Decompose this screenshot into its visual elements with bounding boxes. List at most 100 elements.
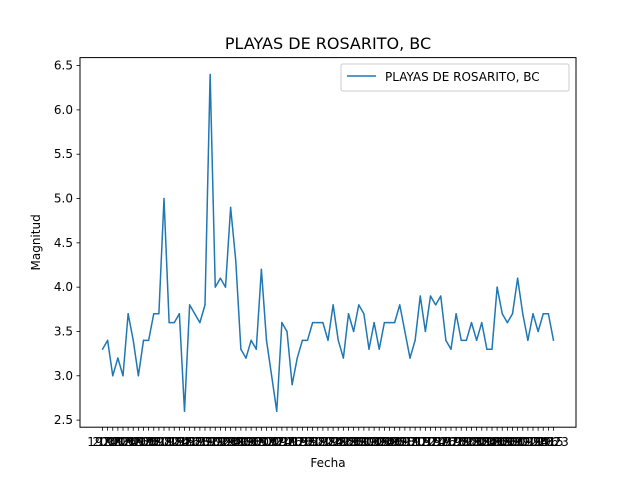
x-tick-label: 1972 [97, 435, 128, 449]
data-point [296, 357, 298, 359]
data-point [552, 339, 555, 342]
data-point [537, 330, 539, 333]
legend-label: PLAYAS DE ROSARITO, BC [385, 70, 540, 84]
data-point [265, 339, 268, 342]
data-point [363, 313, 365, 315]
data-point [240, 348, 242, 350]
data-point [522, 313, 524, 315]
data-point [424, 330, 427, 333]
x-tick-label: 2005 [236, 435, 267, 449]
x-axis-label: Fecha [310, 456, 345, 470]
data-point [158, 313, 160, 315]
x-tick-label: 1984 [313, 435, 344, 449]
x-tick-label: 2023 [538, 435, 569, 449]
data-point [383, 321, 386, 324]
x-tick-label: 1996 [374, 435, 405, 449]
x-tick-label: 1986 [323, 435, 354, 449]
x-tick-label: 2007 [246, 435, 277, 449]
data-point [137, 375, 140, 377]
y-tick-label: 6.0 [54, 103, 73, 117]
x-tick-label: 1994 [518, 435, 549, 449]
x-tick-label: 1986 [477, 435, 508, 449]
data-point [214, 286, 216, 288]
x-tick-label: 1972 [405, 435, 436, 449]
data-point [337, 339, 339, 342]
data-point [368, 348, 370, 350]
data-point [342, 357, 345, 359]
data-point [117, 357, 119, 359]
x-tick-label: 1972 [251, 435, 282, 449]
x-tick-label: 1982 [302, 435, 333, 449]
x-tick-label: 2015 [287, 435, 318, 449]
y-tick-label: 5.0 [54, 192, 73, 206]
x-tick-label: 1974 [415, 435, 446, 449]
x-tick-label: 2017 [297, 435, 328, 449]
data-point [511, 313, 514, 315]
x-tick-label: 1980 [446, 435, 477, 449]
x-tick-label: 2007 [369, 435, 400, 449]
data-point [322, 321, 324, 324]
data-point [460, 339, 462, 342]
x-tick-label: 2003 [103, 435, 134, 449]
data-point [209, 73, 211, 76]
data-point [317, 321, 319, 324]
data-point [112, 375, 114, 377]
x-tick-label: 1974 [108, 435, 139, 449]
x-tick-label: 1998 [231, 435, 262, 449]
x-tick-label: 2019 [185, 435, 216, 449]
x-tick-label: 2023 [205, 435, 236, 449]
data-point [455, 313, 457, 315]
x-tick-label: 2013 [154, 435, 185, 449]
data-point [527, 339, 529, 342]
data-point [163, 197, 165, 200]
x-tick-label: 1970 [395, 435, 426, 449]
x-tick-label: 2005 [359, 435, 390, 449]
x-tick-label: 2011 [144, 435, 175, 449]
x-tick-label: 1994 [210, 435, 241, 449]
data-point [281, 321, 283, 324]
x-tick-label: 1984 [159, 435, 190, 449]
data-point [378, 348, 380, 350]
x-tick-label: 1974 [261, 435, 292, 449]
data-point [168, 321, 170, 324]
x-tick-label: 1996 [220, 435, 251, 449]
data-point [101, 348, 104, 350]
data-point [311, 321, 314, 324]
x-tick-label: 1994 [364, 435, 395, 449]
x-tick-label: 2007 [492, 435, 523, 449]
x-tick-label: 2021 [318, 435, 349, 449]
data-point [347, 313, 350, 315]
data-point [470, 321, 473, 324]
data-point [440, 295, 442, 297]
x-tick-label: 2013 [523, 435, 554, 449]
data-point [229, 206, 232, 209]
data-point [219, 277, 222, 279]
legend-box [340, 63, 570, 92]
data-point [178, 313, 181, 315]
x-tick-label: 2023 [451, 435, 482, 449]
x-tick-label: 1978 [436, 435, 467, 449]
x-tick-label: 1992 [200, 435, 231, 449]
x-tick-label: 1976 [425, 435, 456, 449]
y-tick-label: 6.5 [54, 59, 73, 73]
data-point [506, 321, 509, 324]
x-tick-label: 2015 [410, 435, 441, 449]
data-point [250, 339, 252, 342]
x-tick-label: 1978 [282, 435, 313, 449]
data-point [532, 313, 534, 315]
data-point [465, 339, 468, 342]
x-tick-label: 2001 [92, 435, 123, 449]
data-point [147, 339, 150, 342]
legend: PLAYAS DE ROSARITO, BC [340, 63, 570, 92]
x-tick-label: 2015 [533, 435, 564, 449]
data-point [475, 339, 478, 342]
data-point [434, 304, 437, 306]
plot-content [101, 73, 555, 412]
data-point [301, 339, 304, 342]
data-point [445, 339, 447, 342]
x-tick-label: 2013 [277, 435, 308, 449]
x-tick-label: 2009 [256, 435, 287, 449]
data-point [486, 348, 488, 350]
data-point [414, 339, 416, 342]
y-tick-label: 5.5 [54, 147, 73, 161]
